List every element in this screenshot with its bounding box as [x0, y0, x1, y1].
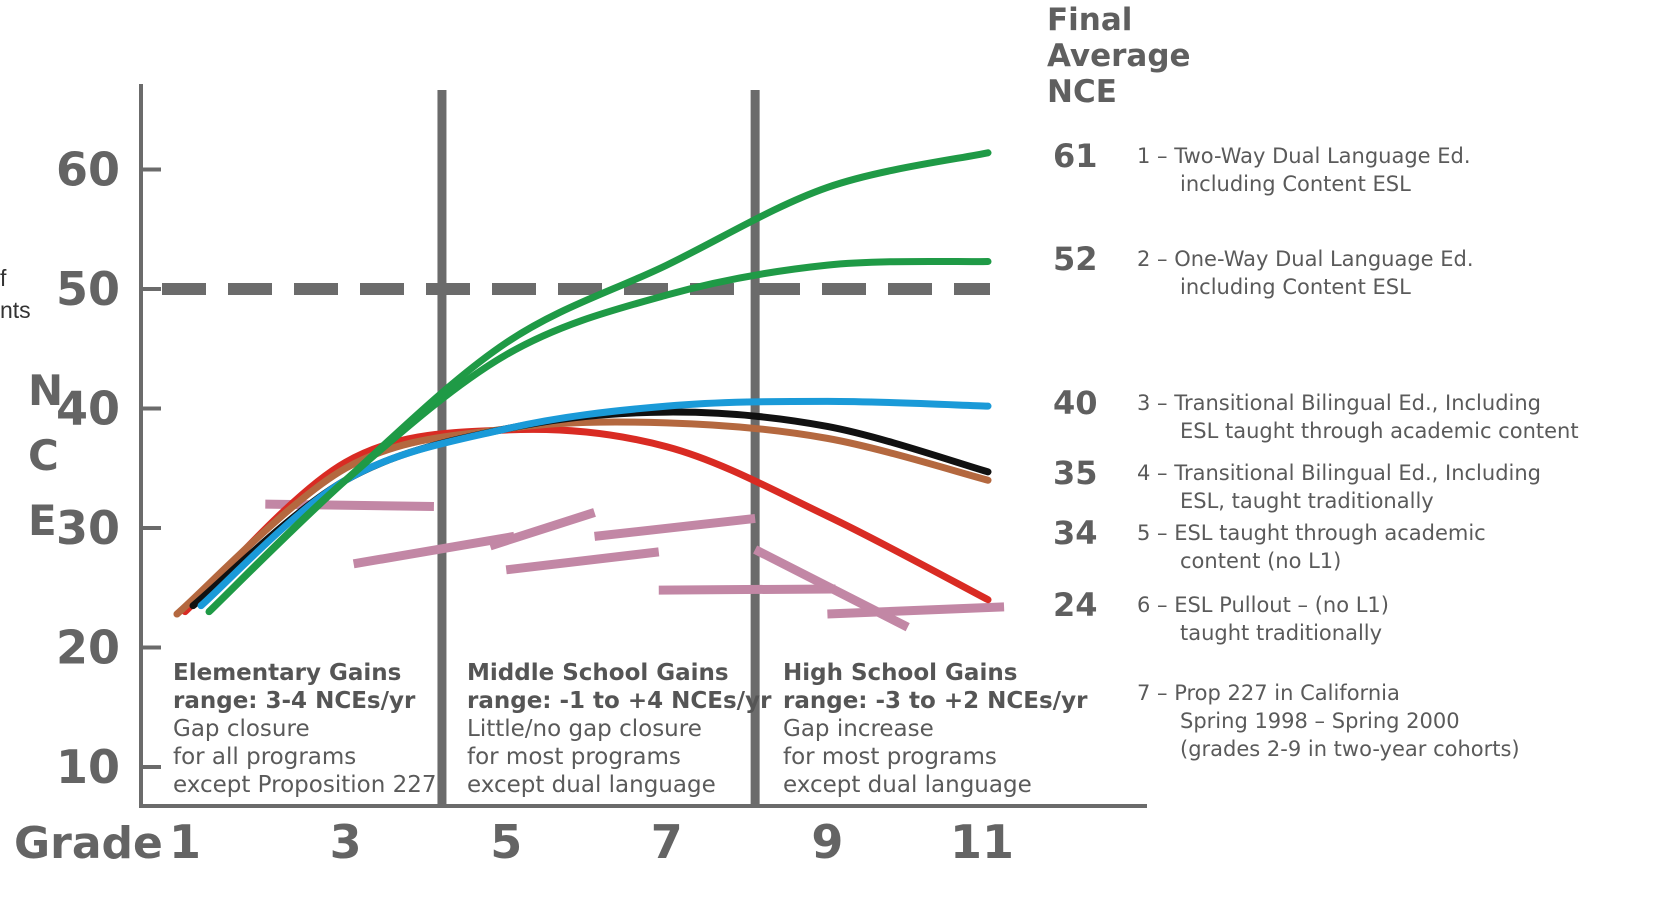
- region-1-title: Elementary Gains: [173, 660, 401, 686]
- final-nce-value: 40: [1053, 384, 1098, 422]
- region-3-text: except dual language: [783, 772, 1032, 798]
- region-3-text: Gap increase: [783, 716, 934, 742]
- x-axis-label: Grade: [14, 818, 163, 869]
- series-7-segment: [488, 508, 596, 551]
- series-7-segment: [594, 513, 756, 541]
- x-tick-label: 1: [169, 815, 201, 869]
- region-2-title: Middle School Gains: [467, 660, 729, 686]
- legend-entry-text: 2 – One-Way Dual Language Ed.: [1137, 247, 1474, 271]
- series-6-line: [181, 425, 992, 616]
- region-3-title: High School Gains: [783, 660, 1017, 686]
- final-nce-value: 34: [1053, 514, 1098, 552]
- series-7-segment: [827, 602, 1005, 619]
- final-nce-value: 61: [1053, 137, 1098, 175]
- region-1-text: for all programs: [173, 744, 356, 770]
- series-7-segment: [352, 531, 515, 569]
- x-tick-label: 7: [651, 815, 683, 869]
- cut-text-2: nts: [0, 297, 31, 323]
- legend-entry-text: 3 – Transitional Bilingual Ed., Includin…: [1137, 391, 1541, 415]
- x-tick-label: 11: [950, 815, 1014, 869]
- region-3-title: range: -3 to +2 NCEs/yr: [783, 688, 1088, 714]
- legend-entry-text: 7 – Prop 227 in California: [1137, 681, 1400, 705]
- y-tick-label: 50: [56, 262, 120, 316]
- legend-entry-text: 1 – Two-Way Dual Language Ed.: [1137, 144, 1471, 168]
- x-tick-label: 9: [811, 815, 843, 869]
- y-axis-label-letter: E: [28, 496, 57, 545]
- legend-entry-text: ESL, taught traditionally: [1180, 489, 1434, 513]
- legend-entry-text: including Content ESL: [1180, 172, 1411, 196]
- legend-entry-text: content (no L1): [1180, 549, 1341, 573]
- final-nce-value: 24: [1053, 586, 1098, 624]
- series-5-line: [173, 418, 992, 618]
- legend-entry-text: ESL taught through academic content: [1180, 419, 1579, 443]
- series-7-segment: [658, 584, 836, 595]
- region-2-title: range: -1 to +4 NCEs/yr: [467, 688, 772, 714]
- final-nce-value: 52: [1053, 240, 1098, 278]
- y-tick-label: 20: [56, 621, 120, 675]
- legend-header: Average: [1047, 38, 1191, 74]
- region-2-text: except dual language: [467, 772, 716, 798]
- legend-entry-text: including Content ESL: [1180, 275, 1411, 299]
- y-axis-label-letter: C: [28, 431, 59, 480]
- series-1-line: [205, 149, 992, 616]
- x-tick-label: 3: [330, 815, 362, 869]
- y-axis-label-letter: N: [28, 366, 63, 415]
- series-3-line: [197, 397, 992, 610]
- region-3-text: for most programs: [783, 744, 997, 770]
- region-2-text: Little/no gap closure: [467, 716, 702, 742]
- legend-entry-text: taught traditionally: [1180, 621, 1382, 645]
- final-nce-value: 35: [1053, 454, 1098, 492]
- region-2-text: for most programs: [467, 744, 681, 770]
- cut-text-1: f: [0, 265, 7, 291]
- legend-entry-text: 4 – Transitional Bilingual Ed., Includin…: [1137, 461, 1541, 485]
- series-7-segment: [505, 547, 660, 575]
- y-tick-label: 30: [56, 501, 120, 555]
- legend-header: Final: [1047, 2, 1132, 38]
- region-1-text: Gap closure: [173, 716, 310, 742]
- legend-header: NCE: [1047, 74, 1117, 110]
- legend-entry-text: Spring 1998 – Spring 2000: [1180, 709, 1460, 733]
- region-1-text: except Proposition 227: [173, 772, 436, 798]
- x-tick-label: 5: [490, 815, 522, 869]
- region-1-title: range: 3-4 NCEs/yr: [173, 688, 416, 714]
- y-tick-label: 10: [56, 740, 120, 794]
- legend-entry-text: 5 – ESL taught through academic: [1137, 521, 1486, 545]
- legend-entry-text: (grades 2-9 in two-year cohorts): [1180, 737, 1520, 761]
- y-tick-label: 40: [56, 382, 120, 436]
- y-tick-label: 60: [56, 143, 120, 197]
- legend-entry-text: 6 – ESL Pullout – (no L1): [1137, 593, 1389, 617]
